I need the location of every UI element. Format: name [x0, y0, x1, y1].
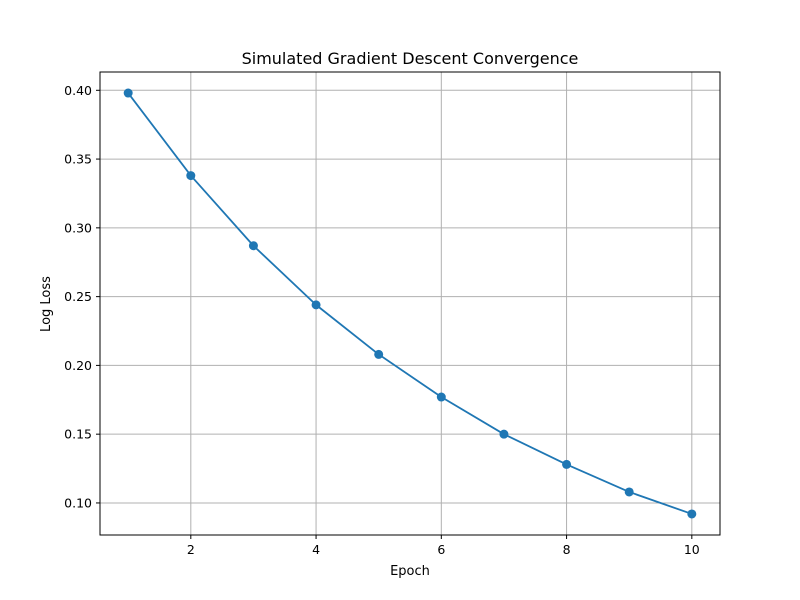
y-axis-label: Log Loss [39, 276, 54, 332]
plot-area [99, 71, 721, 536]
data-point [624, 487, 634, 497]
y-axis: 0.10 0.15 0.20 0.25 0.30 0.35 0.40 [64, 83, 100, 510]
y-tick-label: 0.40 [64, 83, 92, 98]
x-tick-label: 10 [684, 542, 700, 557]
x-tick-label: 6 [437, 542, 445, 557]
data-point [186, 171, 196, 181]
x-axis-label: Epoch [390, 564, 430, 579]
y-tick-label: 0.10 [64, 495, 92, 510]
series-group [123, 88, 697, 519]
axes-frame [99, 71, 721, 536]
y-tick-label: 0.30 [64, 220, 92, 235]
data-point [562, 459, 572, 469]
y-tick-label: 0.15 [64, 427, 92, 442]
x-tick-label: 8 [563, 542, 571, 557]
series-line [127, 92, 693, 515]
y-tick-label: 0.35 [64, 152, 92, 167]
data-point [499, 429, 509, 439]
x-tick-label: 2 [187, 542, 195, 557]
y-tick-label: 0.25 [64, 289, 92, 304]
x-tick-label: 4 [312, 542, 320, 557]
chart-title: Simulated Gradient Descent Convergence [242, 49, 579, 68]
data-point [436, 392, 446, 402]
data-point [311, 300, 321, 310]
data-point [687, 509, 697, 519]
data-point [248, 241, 258, 251]
x-axis: 2 4 6 8 10 [187, 535, 700, 557]
y-tick-label: 0.20 [64, 358, 92, 373]
data-point [374, 349, 384, 359]
data-point [123, 88, 133, 98]
